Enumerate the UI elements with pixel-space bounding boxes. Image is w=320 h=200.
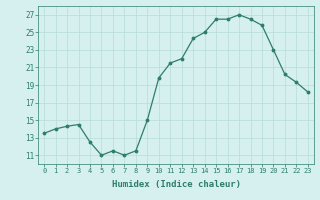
X-axis label: Humidex (Indice chaleur): Humidex (Indice chaleur) (111, 180, 241, 189)
